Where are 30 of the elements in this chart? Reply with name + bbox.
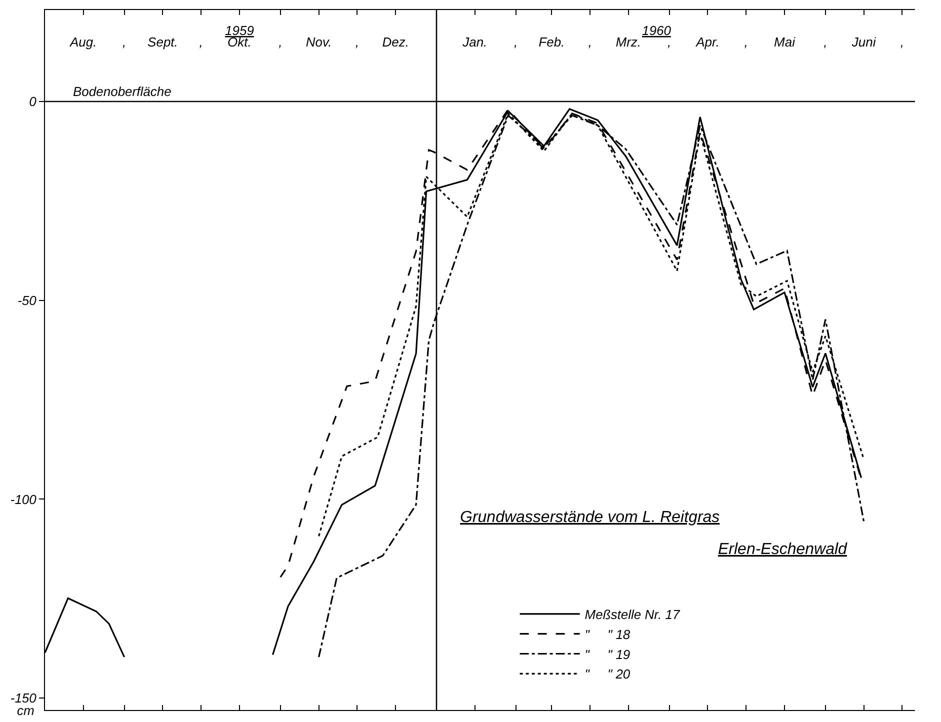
x-tick-label: , — [744, 34, 748, 50]
x-tick-label: , — [355, 34, 359, 50]
x-tick-label: Apr. — [695, 34, 720, 50]
legend-label: " " 20 — [584, 666, 631, 682]
legend-label: " " 18 — [584, 626, 631, 642]
x-tick-label: Mrz. — [616, 34, 642, 50]
x-tick-label: Feb. — [538, 34, 565, 50]
x-tick-label: , — [824, 34, 828, 50]
x-tick-label: Aug. — [69, 34, 97, 50]
x-tick-label: Juni — [850, 34, 877, 50]
x-tick-label: Dez. — [382, 34, 409, 50]
x-tick-label: , — [122, 34, 126, 50]
y-tick-label: -50 — [18, 292, 38, 308]
x-tick-label: Jan. — [462, 34, 488, 50]
y-tick-label: 0 — [29, 94, 38, 110]
x-tick-label: , — [278, 34, 282, 50]
x-tick-label: Sept. — [148, 34, 178, 50]
x-tick-label: , — [900, 34, 904, 50]
x-tick-label: Nov. — [306, 34, 332, 50]
legend-label: " " 19 — [584, 646, 630, 662]
text: Grundwasserstände vom L. Reitgras Erlen-Eschenwald — [460, 509, 848, 558]
y-tick-label: -100 — [10, 492, 38, 507]
x-tick-label: , — [199, 34, 203, 50]
y-tick-label: -150 — [10, 690, 38, 706]
x-tick-label: Mai — [774, 34, 796, 50]
legend-label: Meßstelle Nr. 17 — [584, 607, 680, 622]
x-tick-label: , — [514, 34, 518, 50]
y-axis-title: cm — [17, 703, 34, 718]
ref-line-label: Bodenoberfläche — [73, 84, 172, 99]
x-tick-label: , — [588, 34, 592, 50]
